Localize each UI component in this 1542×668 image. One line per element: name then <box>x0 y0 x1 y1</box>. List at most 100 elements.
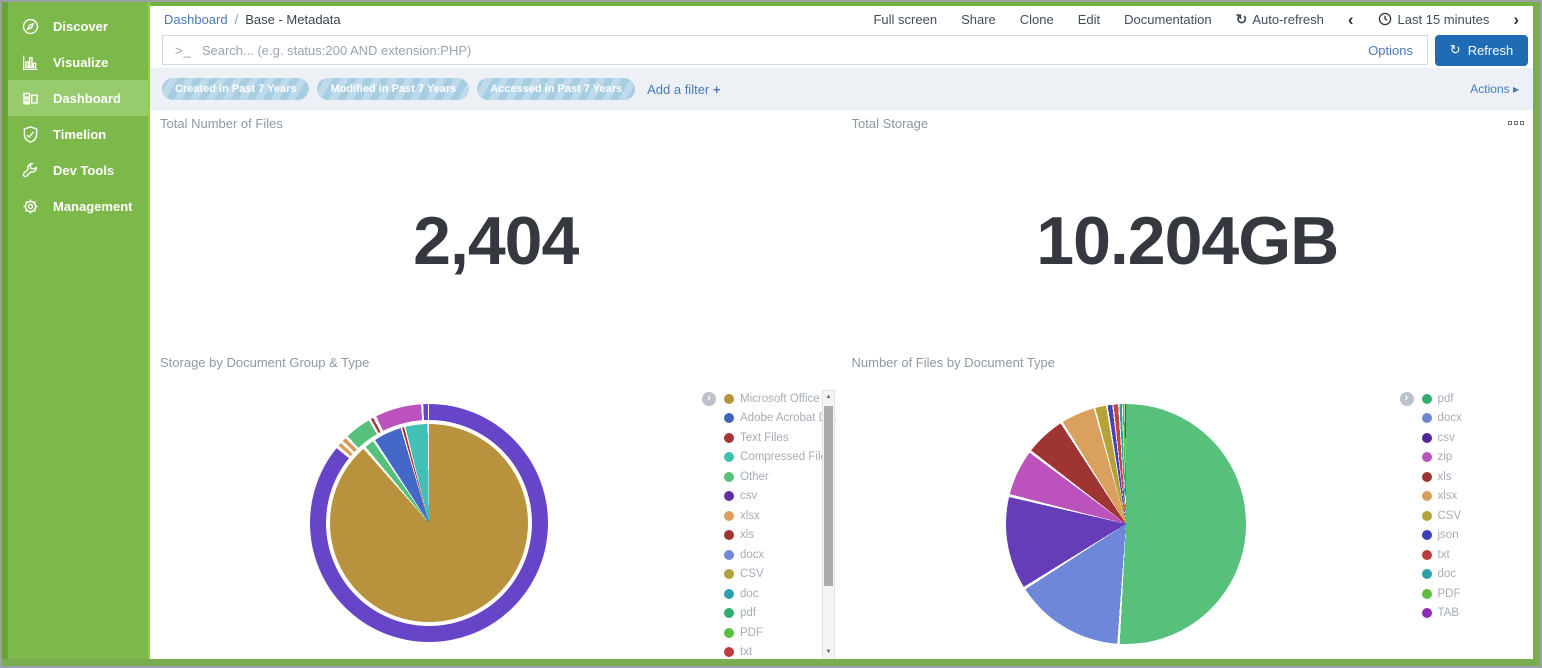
filter-pill[interactable]: Accessed in Past 7 Years <box>477 78 636 100</box>
timelion-shield-icon <box>21 125 40 144</box>
menu-item-full-screen[interactable]: Full screen <box>873 11 938 27</box>
legend-collapse-chevron-icon[interactable]: › <box>1399 392 1414 406</box>
legend-item-xlsx[interactable]: xlsx <box>1421 487 1462 507</box>
bar-chart-icon <box>21 53 40 72</box>
legend-item-doc[interactable]: doc <box>1421 565 1462 585</box>
top-menu-links: Full screen Share Clone Edit Documentation <box>873 12 1211 27</box>
sidebar-item-dashboard[interactable]: Dashboard <box>8 80 148 116</box>
panel-options-icon[interactable] <box>1508 121 1524 125</box>
refresh-button[interactable]: ↻ Refresh <box>1435 34 1528 66</box>
legend-item-docx[interactable]: docx <box>724 545 837 565</box>
panel-title: Total Storage <box>851 116 929 131</box>
scroll-up-arrow-icon[interactable]: ▲ <box>825 394 832 400</box>
legend-dot <box>724 608 734 619</box>
search-row: >_ Options ↻ Refresh <box>150 34 1533 66</box>
panel-storage-by-group: Storage by Document Group & Type › Micro… <box>150 349 842 660</box>
legend-item-csv[interactable]: csv <box>724 487 837 507</box>
panel-total-files: Total Number of Files 2,404 <box>150 110 842 349</box>
add-filter-button[interactable]: Add a filter + <box>647 81 721 97</box>
dashboard-grid: Total Number of Files 2,404 Total Storag… <box>150 110 1533 660</box>
filter-pill[interactable]: Created in Past 7 Years <box>162 78 310 100</box>
storage-inner-pie[interactable] <box>330 424 528 622</box>
search-input[interactable] <box>201 42 1359 58</box>
time-back-chevron-icon[interactable]: ‹ <box>1347 9 1354 29</box>
legend-label: xlsx <box>1437 490 1458 503</box>
legend-item-pdf[interactable]: PDF <box>724 623 837 643</box>
legend-item-microsoft-office[interactable]: Microsoft Office ... <box>724 389 837 409</box>
legend-dot <box>1421 393 1432 404</box>
compass-icon <box>21 17 40 36</box>
legend-item-doc[interactable]: doc <box>724 584 837 604</box>
legend-dot <box>1421 471 1432 482</box>
legend-label: zip <box>1437 451 1453 464</box>
legend-dot <box>724 432 734 443</box>
breadcrumb-separator: / <box>234 11 239 27</box>
legend-item-txt[interactable]: txt <box>1421 545 1462 565</box>
sidebar-item-timelion[interactable]: Timelion <box>8 116 148 152</box>
legend-label: Microsoft Office ... <box>740 392 833 405</box>
legend-item-docx[interactable]: docx <box>1421 409 1462 429</box>
clock-icon <box>1378 12 1391 26</box>
legend-label: xls <box>1437 470 1452 483</box>
legend-label: txt <box>740 646 753 659</box>
breadcrumb-current: Base - Metadata <box>245 11 341 27</box>
legend-label: csv <box>740 490 758 503</box>
legend-item-csv[interactable]: CSV <box>724 565 837 585</box>
legend-item-other[interactable]: Other <box>724 467 837 487</box>
legend-item-csv[interactable]: CSV <box>1421 506 1462 526</box>
menu-item-share[interactable]: Share <box>961 11 996 27</box>
legend-item-xls[interactable]: xls <box>1421 467 1462 487</box>
legend-dot <box>724 510 734 521</box>
sidebar-item-dev-tools[interactable]: Dev Tools <box>8 152 148 188</box>
legend-item-pdf[interactable]: pdf <box>1421 389 1462 409</box>
legend-item-adobe-acrobat-d[interactable]: Adobe Acrobat D... <box>724 409 837 429</box>
panel-title: Total Number of Files <box>160 116 283 131</box>
menu-item-edit[interactable]: Edit <box>1077 11 1101 27</box>
menu-item-clone[interactable]: Clone <box>1019 11 1054 27</box>
files-pie-chart[interactable] <box>1005 404 1246 644</box>
sidebar-item-discover[interactable]: Discover <box>8 8 148 44</box>
legend-item-pdf[interactable]: pdf <box>724 604 837 624</box>
legend-dot <box>724 627 734 638</box>
files-legend-items: pdf docx csv zip xls xlsx CSV json txt doc PDF TAB <box>1421 389 1462 624</box>
legend-collapse-chevron-icon[interactable]: › <box>702 392 716 406</box>
legend-item-tab[interactable]: TAB <box>1421 604 1462 624</box>
scroll-down-arrow-icon[interactable]: ▼ <box>825 649 832 655</box>
filter-bar: Created in Past 7 Years Modified in Past … <box>150 68 1533 110</box>
legend-item-zip[interactable]: zip <box>1421 448 1462 468</box>
sidebar-item-label: Timelion <box>53 126 107 142</box>
options-link[interactable]: Options <box>1368 42 1413 58</box>
menu-item-documentation[interactable]: Documentation <box>1124 11 1212 27</box>
time-forward-chevron-icon[interactable]: › <box>1513 9 1519 29</box>
gear-icon <box>21 197 40 216</box>
legend-label: CSV <box>1437 509 1462 522</box>
sidebar-item-management[interactable]: Management <box>8 188 148 224</box>
breadcrumb-dashboard-link[interactable]: Dashboard <box>164 11 228 27</box>
sidebar-item-label: Dev Tools <box>53 162 115 178</box>
sidebar-item-visualize[interactable]: Visualize <box>8 44 148 80</box>
legend-dot <box>724 588 734 599</box>
legend-item-pdf[interactable]: PDF <box>1421 584 1462 604</box>
legend-label: xlsx <box>740 509 760 522</box>
legend-item-txt[interactable]: txt <box>724 643 837 663</box>
filter-actions-button[interactable]: Actions ▸ <box>1470 82 1519 96</box>
legend-item-csv[interactable]: csv <box>1421 428 1462 448</box>
legend-item-text-files[interactable]: Text Files <box>724 428 837 448</box>
storage-sunburst-chart[interactable] <box>310 404 548 642</box>
filter-pill[interactable]: Modified in Past 7 Years <box>317 78 470 100</box>
legend-item-xls[interactable]: xls <box>724 526 837 546</box>
legend-label: xls <box>740 529 755 542</box>
legend-item-compressed-files[interactable]: Compressed Files <box>724 448 837 468</box>
auto-refresh-button[interactable]: ↻ Auto-refresh <box>1235 10 1324 27</box>
legend-label: json <box>1437 529 1459 542</box>
legend-item-json[interactable]: json <box>1421 526 1462 546</box>
legend-label: pdf <box>740 607 756 620</box>
legend-dot <box>1421 530 1432 541</box>
legend-item-xlsx[interactable]: xlsx <box>724 506 837 526</box>
sidebar: Discover Visualize Dashboard Timelion Dev To… <box>2 2 150 659</box>
scrollbar-thumb[interactable] <box>824 406 833 586</box>
refresh-icon: ↻ <box>1449 42 1461 57</box>
time-range-picker[interactable]: Last 15 minutes <box>1378 12 1489 27</box>
legend-label: CSV <box>740 568 764 581</box>
legend-scrollbar[interactable]: ▲ ▼ <box>822 390 835 660</box>
